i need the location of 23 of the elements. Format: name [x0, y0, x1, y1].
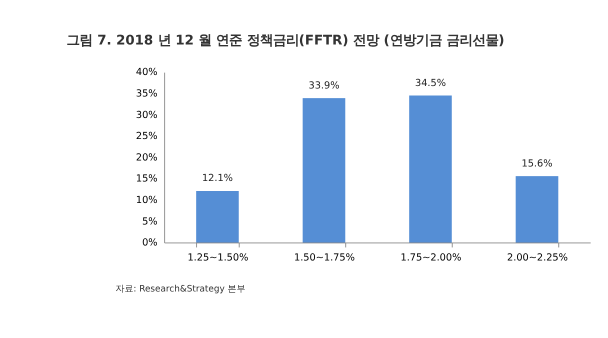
y-tick-label: 40%	[136, 67, 158, 78]
bar	[409, 96, 452, 243]
y-tick-label: 10%	[136, 195, 158, 206]
x-tick-label: 2.00~2.25%	[507, 252, 568, 264]
y-tick-label: 0%	[142, 238, 158, 249]
bar	[516, 176, 558, 243]
data-label: 12.1%	[202, 173, 233, 184]
chart-title: 그림 7. 2018 년 12 월 연준 정책금리(FFTR) 전망 (연방기금 금리선물)	[66, 34, 504, 49]
bar	[302, 98, 346, 243]
y-tick-label: 35%	[136, 88, 158, 100]
x-tick-label: 1.25~1.50%	[187, 252, 248, 264]
data-label: 34.5%	[414, 78, 446, 89]
y-tick-label: 30%	[136, 110, 158, 121]
data-label: 15.6%	[522, 158, 552, 170]
data-label: 33.9%	[308, 80, 340, 92]
x-tick-label: 1.50~1.75%	[294, 252, 355, 264]
y-tick-label: 20%	[136, 152, 158, 164]
bar	[196, 190, 239, 243]
y-tick-label: 25%	[136, 131, 158, 142]
x-tick-label: 1.75~2.00%	[400, 252, 462, 264]
y-tick-label: 15%	[136, 174, 158, 185]
text: 자료: Research&Strategy 본부	[115, 284, 246, 294]
y-tick-label: 5%	[142, 216, 158, 228]
